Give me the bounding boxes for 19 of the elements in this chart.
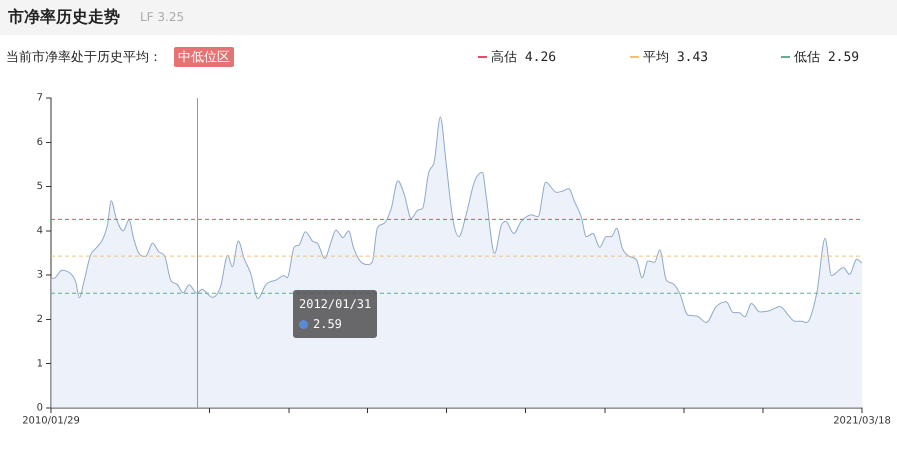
chart-subtitle: LF 3.25: [140, 10, 184, 24]
x-tick-label: 2021/03/18: [833, 416, 891, 427]
annotation: 2012/01/31: [299, 297, 372, 311]
y-tick-label: 6: [36, 136, 43, 148]
y-tick-label: 4: [36, 225, 43, 236]
y-tick-label: 5: [36, 181, 43, 192]
legend-label: 高估 4.26: [491, 49, 556, 66]
chart-title: 市净率历史走势: [8, 7, 120, 28]
x-tick-label: 2010/01/29: [22, 416, 80, 427]
annotation: 2.59: [313, 317, 342, 331]
y-tick-label: 2: [36, 314, 43, 326]
y-tick-label: 0: [36, 402, 43, 414]
y-tick-label: 1: [36, 358, 43, 370]
y-tick-label: 7: [36, 92, 43, 104]
legend-label: 平均 3.43: [643, 49, 708, 66]
text: 当前市净率处于历史平均：: [6, 49, 162, 66]
text: 中低位区: [174, 47, 234, 67]
y-tick-label: 3: [36, 270, 43, 281]
legend-label: 低估 2.59: [794, 49, 860, 66]
